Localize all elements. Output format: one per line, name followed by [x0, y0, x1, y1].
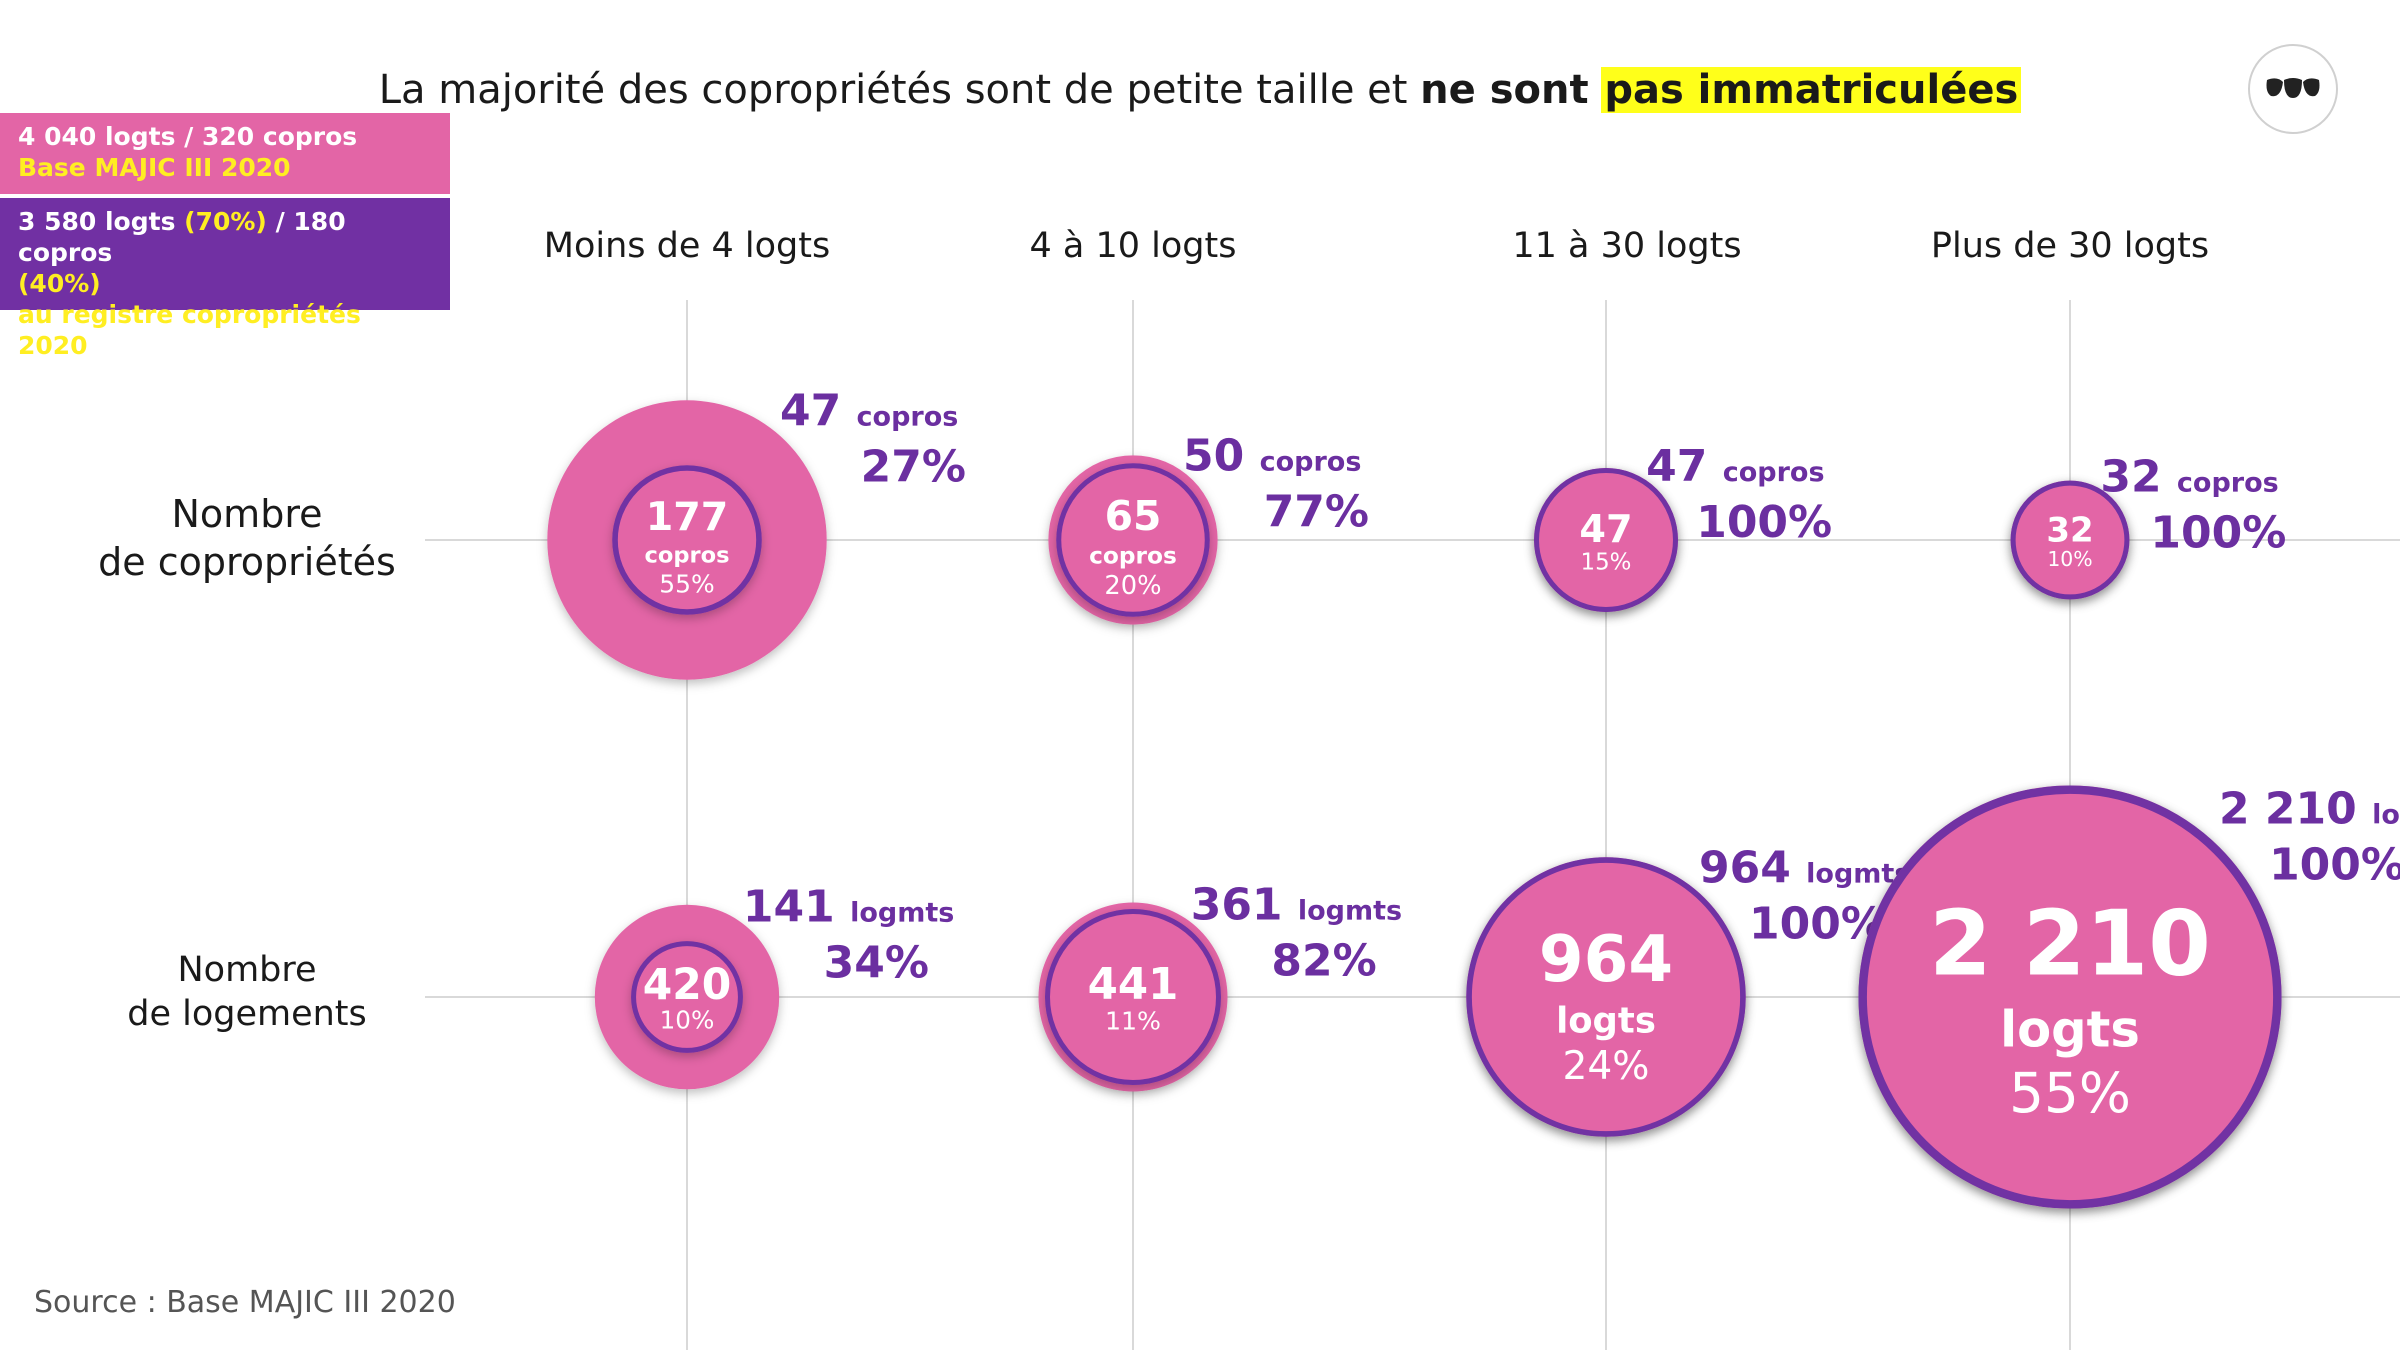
- bubble-registered: [1045, 909, 1221, 1085]
- registered-count: 141 logmts: [743, 881, 954, 932]
- registered-count: 47 copros: [780, 385, 958, 436]
- bubble-registered: [2010, 480, 2130, 600]
- bubble-value: 32: [2046, 511, 2093, 551]
- bubble-value: 65: [1105, 492, 1162, 540]
- registered-pct: 100%: [1749, 898, 1885, 949]
- legend-base-majic: 4 040 logts / 320 copros Base MAJIC III …: [0, 113, 450, 194]
- bubble-unit: logts: [1556, 1000, 1656, 1041]
- legend-base-majic-totals: 4 040 logts / 320 copros: [18, 122, 358, 151]
- registered-pct: 100%: [1696, 497, 1832, 548]
- registered-pct: 100%: [2150, 507, 2286, 558]
- legend-registre-pct: (40%): [18, 269, 101, 298]
- bubble-registered: [1534, 468, 1678, 612]
- registered-pct: 100%: [2269, 840, 2400, 891]
- legend-base-majic-label: Base MAJIC III 2020: [18, 153, 291, 182]
- registered-pct: 77%: [1264, 487, 1369, 538]
- bubble-value: 964: [1539, 922, 1673, 997]
- registered-count: 50 copros: [1183, 431, 1361, 482]
- bubble-unit: copros: [644, 543, 729, 569]
- bubble-pct: 55%: [659, 569, 714, 598]
- bubble-value: 47: [1579, 508, 1632, 552]
- column-header-11-30: 11 à 30 logts: [1512, 226, 1742, 266]
- registered-count: 361 logmts: [1191, 880, 1402, 931]
- bubble-pct: 20%: [1104, 571, 1161, 601]
- bubble-pct: 10%: [2047, 547, 2092, 571]
- legend-registre-totals: 3 580 logts (70%) / 180 copros: [18, 207, 346, 267]
- legend-registre: 3 580 logts (70%) / 180 copros (40%) au …: [0, 198, 450, 360]
- bubble-pct: 55%: [2009, 1061, 2131, 1125]
- row-header-logements: Nombre de logements: [127, 950, 367, 1034]
- registered-count: 964 logmts: [1699, 842, 1910, 893]
- registered-count: 2 210 logmts: [2219, 784, 2400, 835]
- column-header-moins-4: Moins de 4 logts: [543, 226, 831, 266]
- title-highlight: pas immatriculées: [1601, 67, 2022, 113]
- registered-count: 47 copros: [1646, 441, 1824, 492]
- bubble-registered: [1858, 785, 2282, 1209]
- bubble-pct: 10%: [660, 1006, 715, 1035]
- bubble-pct: 15%: [1581, 549, 1632, 575]
- logo-icon: [2248, 44, 2338, 134]
- bubble-registered: [631, 941, 743, 1053]
- bubble-value: 177: [646, 494, 729, 540]
- bubble-unit: copros: [1089, 542, 1177, 569]
- bubble-value: 441: [1088, 960, 1179, 1010]
- registered-pct: 82%: [1271, 936, 1376, 987]
- row-header-copros: Nombre de copropriétés: [98, 492, 396, 584]
- column-header-4-10: 4 à 10 logts: [1029, 226, 1237, 266]
- bubble-pct: 11%: [1105, 1006, 1161, 1035]
- column-header-plus-30: Plus de 30 logts: [1930, 226, 2210, 266]
- legend-registre-label: au registre copropriétés 2020: [18, 300, 361, 360]
- title-part-1: La majorité des copropriétés sont de pet…: [378, 67, 1421, 113]
- bubble-pct: 24%: [1563, 1044, 1650, 1089]
- bubble-registered: [1466, 857, 1746, 1137]
- bubble-value: 420: [643, 961, 732, 1010]
- bubble-registered: [612, 465, 762, 615]
- registered-pct: 27%: [861, 441, 966, 492]
- bubble-value: 2 210: [1929, 892, 2211, 997]
- page-title: La majorité des copropriétés sont de pet…: [0, 58, 2400, 122]
- bubble-unit: logts: [2000, 1001, 2140, 1059]
- title-part-2: ne sont: [1420, 67, 1589, 113]
- source-note: Source : Base MAJIC III 2020: [34, 1285, 456, 1320]
- bubble-registered: [1056, 463, 1210, 617]
- registered-count: 32 copros: [2100, 451, 2278, 502]
- registered-pct: 34%: [824, 937, 929, 988]
